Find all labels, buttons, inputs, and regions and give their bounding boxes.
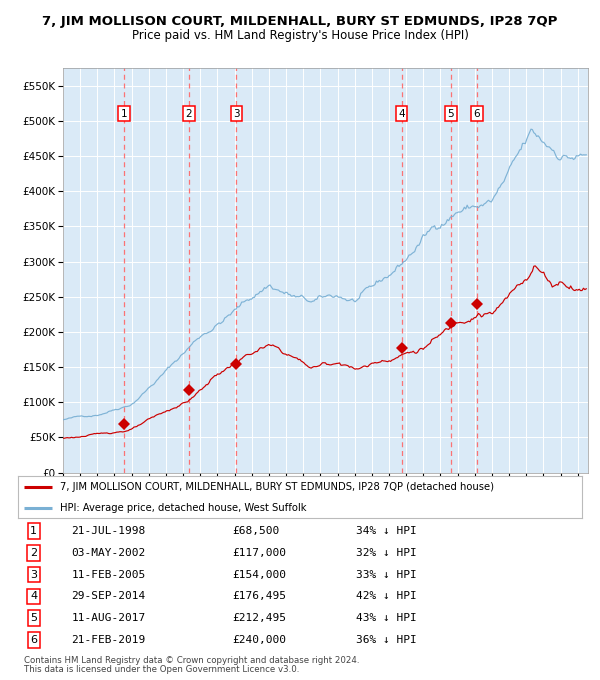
Text: 1: 1: [30, 526, 37, 536]
Text: Contains HM Land Registry data © Crown copyright and database right 2024.: Contains HM Land Registry data © Crown c…: [24, 656, 359, 664]
Text: 32% ↓ HPI: 32% ↓ HPI: [356, 548, 417, 558]
Text: £240,000: £240,000: [232, 635, 286, 645]
Text: 36% ↓ HPI: 36% ↓ HPI: [356, 635, 417, 645]
Text: £212,495: £212,495: [232, 613, 286, 623]
Text: 5: 5: [448, 109, 454, 119]
Text: 34% ↓ HPI: 34% ↓ HPI: [356, 526, 417, 536]
Text: 3: 3: [233, 109, 240, 119]
Text: 5: 5: [30, 613, 37, 623]
Text: £176,495: £176,495: [232, 592, 286, 601]
Text: 6: 6: [30, 635, 37, 645]
Text: 2: 2: [185, 109, 192, 119]
Text: £154,000: £154,000: [232, 570, 286, 579]
Text: 2: 2: [30, 548, 37, 558]
Text: 21-FEB-2019: 21-FEB-2019: [71, 635, 146, 645]
Text: HPI: Average price, detached house, West Suffolk: HPI: Average price, detached house, West…: [60, 503, 307, 513]
Text: Price paid vs. HM Land Registry's House Price Index (HPI): Price paid vs. HM Land Registry's House …: [131, 29, 469, 41]
Text: 42% ↓ HPI: 42% ↓ HPI: [356, 592, 417, 601]
Text: 29-SEP-2014: 29-SEP-2014: [71, 592, 146, 601]
Text: 7, JIM MOLLISON COURT, MILDENHALL, BURY ST EDMUNDS, IP28 7QP (detached house): 7, JIM MOLLISON COURT, MILDENHALL, BURY …: [60, 482, 494, 492]
Text: 03-MAY-2002: 03-MAY-2002: [71, 548, 146, 558]
Text: £68,500: £68,500: [232, 526, 280, 536]
Text: 1: 1: [121, 109, 127, 119]
Text: 4: 4: [30, 592, 37, 601]
Text: 7, JIM MOLLISON COURT, MILDENHALL, BURY ST EDMUNDS, IP28 7QP: 7, JIM MOLLISON COURT, MILDENHALL, BURY …: [43, 15, 557, 28]
Text: 6: 6: [473, 109, 481, 119]
Text: 3: 3: [30, 570, 37, 579]
Text: This data is licensed under the Open Government Licence v3.0.: This data is licensed under the Open Gov…: [24, 665, 299, 674]
Text: 4: 4: [398, 109, 405, 119]
Text: 33% ↓ HPI: 33% ↓ HPI: [356, 570, 417, 579]
Text: £117,000: £117,000: [232, 548, 286, 558]
Text: 21-JUL-1998: 21-JUL-1998: [71, 526, 146, 536]
Text: 11-FEB-2005: 11-FEB-2005: [71, 570, 146, 579]
Text: 11-AUG-2017: 11-AUG-2017: [71, 613, 146, 623]
Text: 43% ↓ HPI: 43% ↓ HPI: [356, 613, 417, 623]
